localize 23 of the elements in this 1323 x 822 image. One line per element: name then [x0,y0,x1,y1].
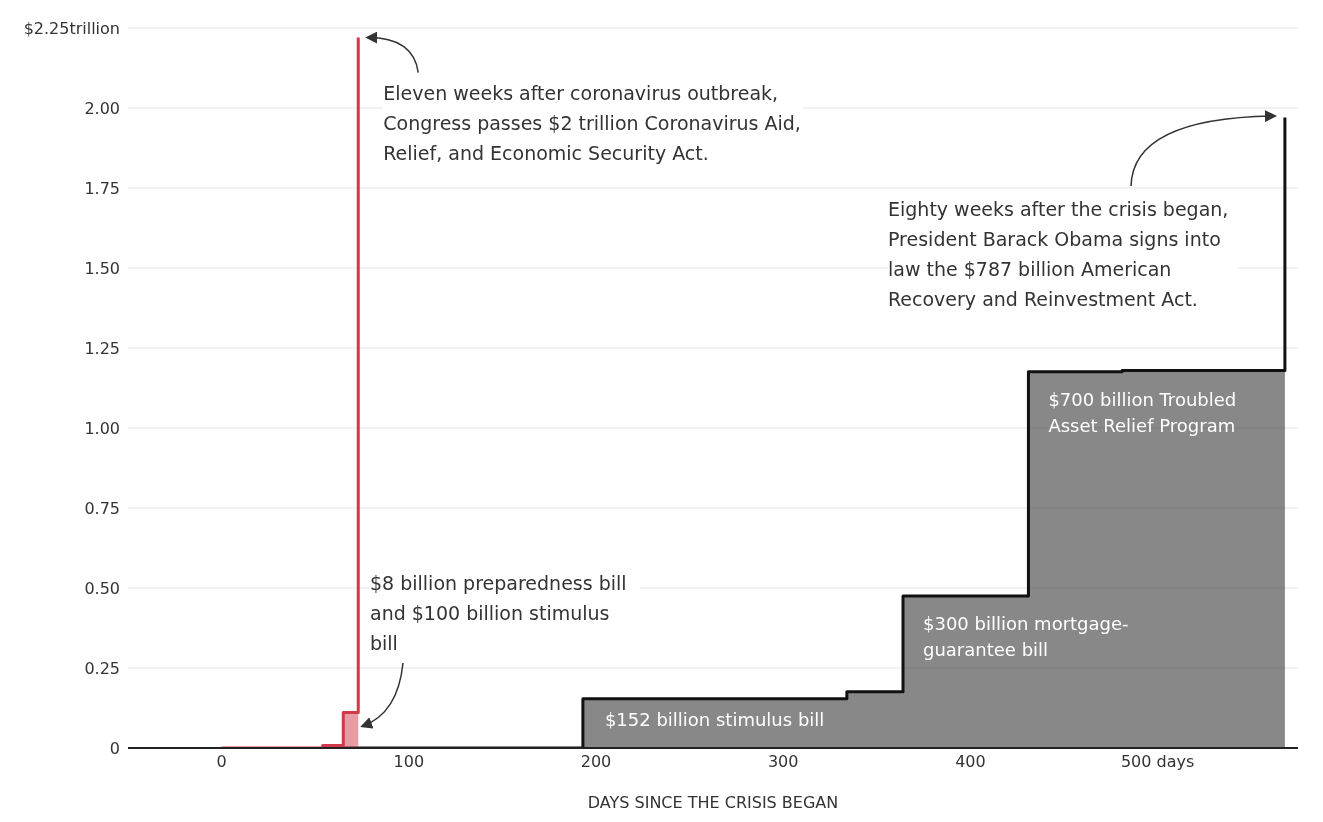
annotation: Eighty weeks after the crisis began, President Barack Obama signs into law the $787 billion American Recovery and Reinvestment Act. [888,194,1238,314]
y-tick-label: 0.50 [84,578,120,598]
y-tick-label: 0.75 [84,498,120,518]
x-tick-label: 400 [955,752,986,772]
annotation: $8 billion preparedness bill and $100 billion stimulus bill [370,568,640,658]
annotation: $152 billion stimulus bill [604,707,826,732]
annotation: $300 billion mortgage-guarantee bill [923,612,1130,662]
y-tick-label: 2.00 [84,98,120,118]
x-tick-label: 0 [216,752,227,772]
annotation: $700 billion Troubled Asset Relief Program [1048,387,1238,438]
y-tick-label: 1.00 [84,418,120,438]
x-tick-label: 300 [767,752,799,772]
x-axis-title: DAYS SINCE THE CRISIS BEGAN [587,793,839,812]
x-tick-label: 500 days [1120,752,1195,772]
y-tick-label: 1.25 [84,338,120,358]
y-tick-label: 1.50 [84,258,120,278]
y-tick-label: 0 [109,738,120,758]
x-tick-label: 100 [393,752,425,772]
y-tick-label: 1.75 [84,178,120,198]
annotation: Eleven weeks after coronavirus outbreak, Congress passes $2 trillion Coronavirus Aid, Relief, and Economic Security Act. [383,77,804,168]
x-tick-label: 200 [580,752,612,772]
y-tick-label: $2.25trillion [23,18,120,38]
y-tick-label: 0.25 [84,658,120,678]
